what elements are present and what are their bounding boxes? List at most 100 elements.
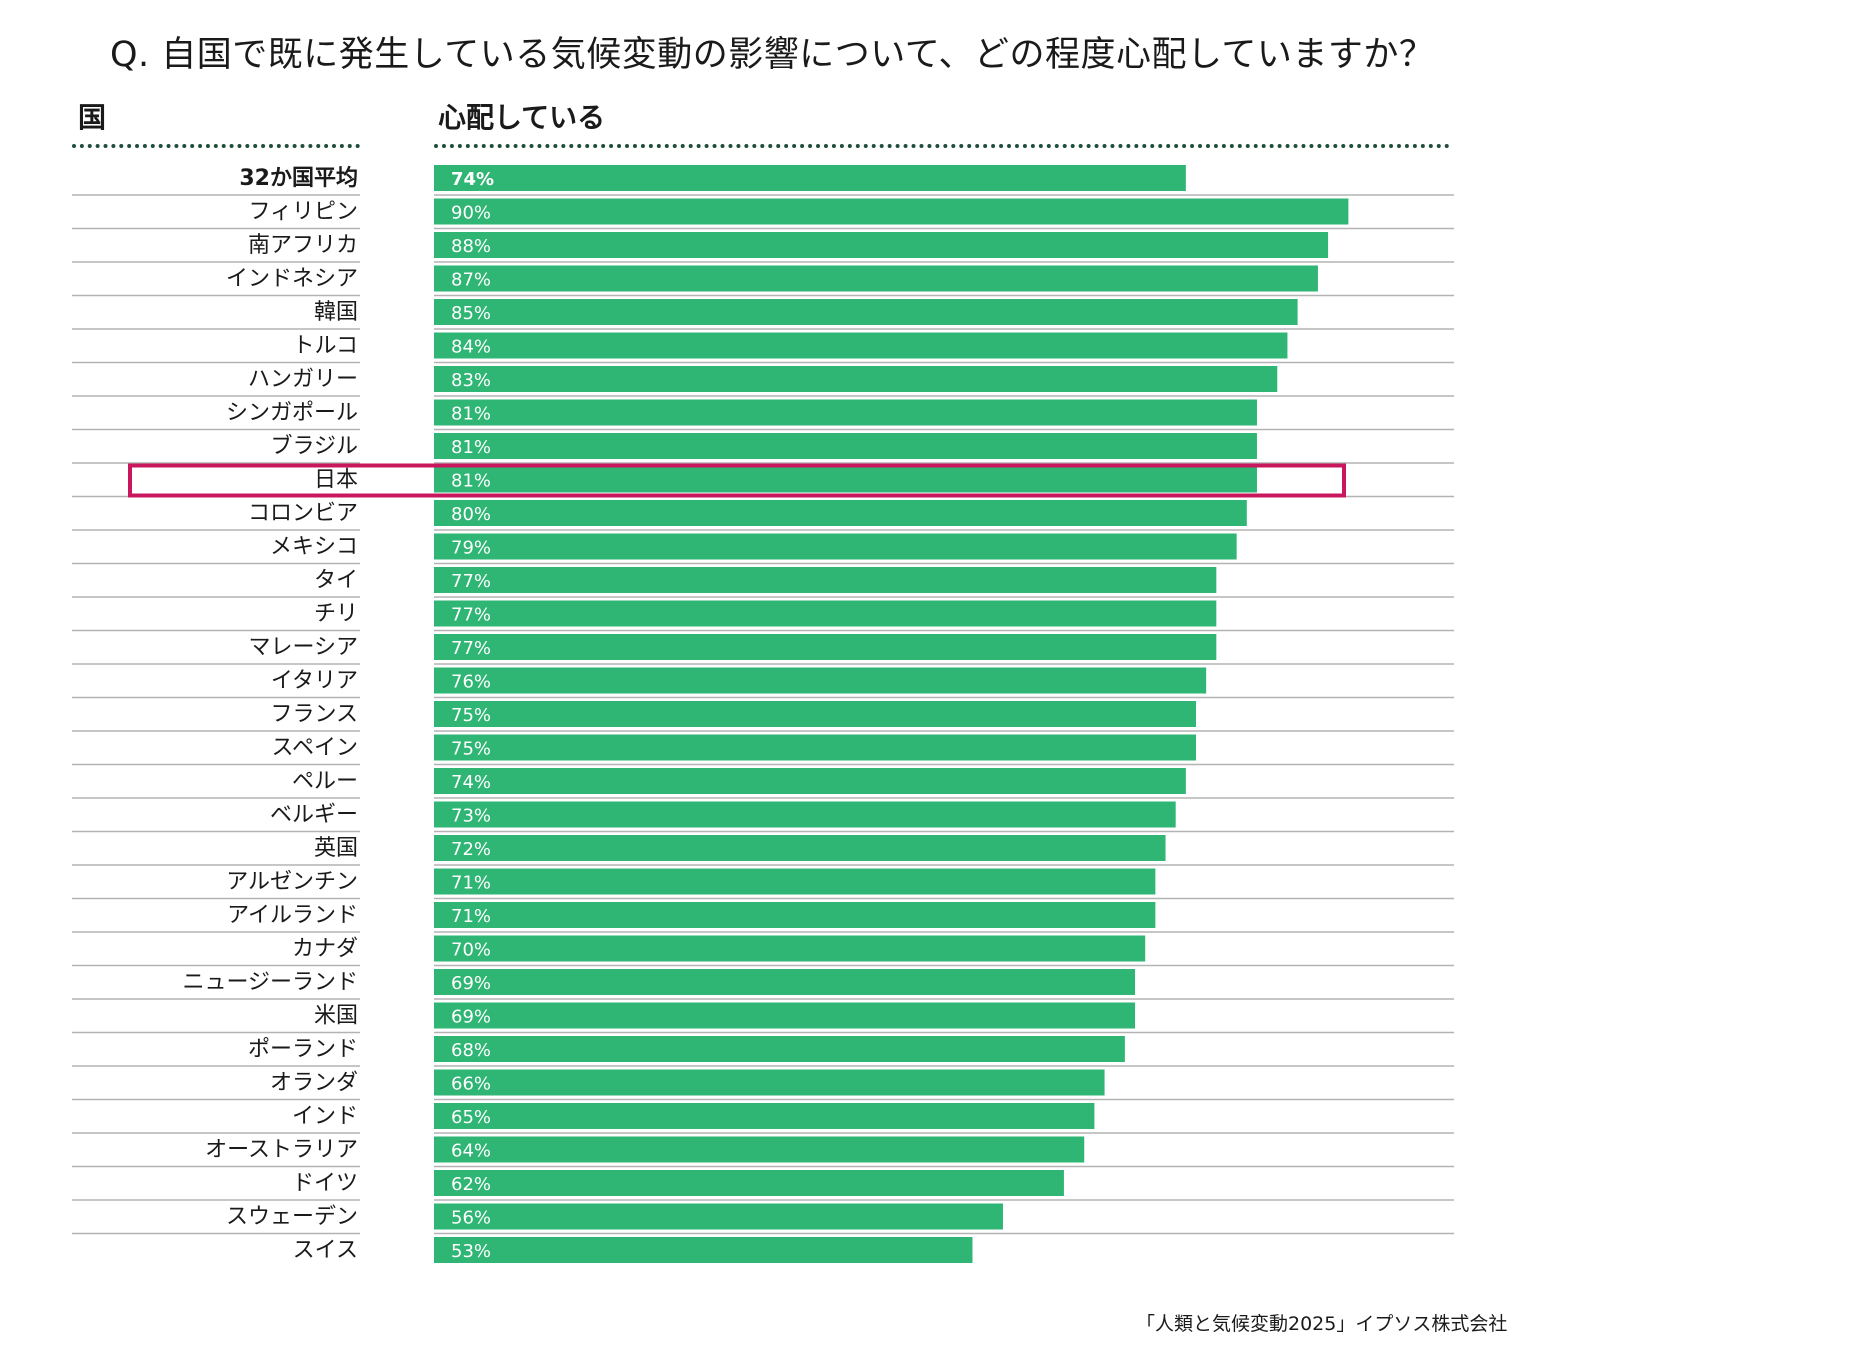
value-label: 74%	[451, 169, 494, 190]
value-label: 64%	[451, 1141, 491, 1162]
value-label: 79%	[451, 538, 491, 559]
bar	[434, 1203, 1003, 1230]
category-label: スイス	[293, 1238, 358, 1263]
value-label: 71%	[451, 906, 491, 927]
value-label: 77%	[451, 571, 491, 592]
source-note: 「人類と気候変動2025」イプソス株式会社	[1136, 1313, 1508, 1335]
category-label: 韓国	[314, 300, 358, 325]
question-title: Q. 自国で既に発生している気候変動の影響について、どの程度心配していますか？	[110, 35, 1435, 75]
category-label: ベルギー	[270, 803, 358, 828]
value-label: 83%	[451, 370, 491, 391]
highlight-box	[128, 463, 1346, 498]
value-label: 84%	[451, 337, 491, 358]
category-label: 日本	[314, 468, 358, 493]
category-label: オーストラリア	[205, 1138, 358, 1163]
bar	[434, 567, 1217, 593]
category-label: 南アフリカ	[248, 233, 358, 258]
bar	[434, 969, 1136, 995]
value-label: 66%	[451, 1074, 491, 1095]
value-column-header: 心配している	[438, 101, 606, 134]
bar	[434, 701, 1196, 727]
value-label: 70%	[451, 940, 491, 961]
value-label: 69%	[451, 1007, 491, 1028]
category-label: 32か国平均	[239, 165, 358, 191]
value-label: 81%	[451, 471, 491, 492]
bar	[434, 1136, 1085, 1163]
category-label: チリ	[314, 602, 358, 627]
bar	[434, 433, 1257, 459]
value-label: 75%	[451, 705, 491, 726]
category-label: アルゼンチン	[226, 870, 358, 895]
category-label: ブラジル	[270, 434, 358, 459]
category-label: ペルー	[292, 769, 358, 794]
category-label: スウェーデン	[226, 1205, 358, 1230]
country-header-dotted-rule	[72, 144, 360, 148]
category-label: 英国	[314, 836, 358, 861]
category-label: オランダ	[270, 1071, 358, 1096]
category-label: イタリア	[271, 669, 358, 694]
bar	[434, 198, 1349, 225]
category-label: スペイン	[272, 736, 358, 761]
value-label: 53%	[451, 1241, 491, 1262]
value-label: 88%	[451, 236, 491, 257]
bar	[434, 1069, 1105, 1096]
bar	[434, 835, 1166, 861]
value-label: 77%	[451, 638, 491, 659]
bar	[434, 1170, 1064, 1196]
country-column-header: 国	[78, 101, 107, 134]
category-label: コロンビア	[248, 501, 358, 526]
value-header-dotted-rule	[434, 144, 1450, 148]
bar	[434, 533, 1237, 560]
bar	[434, 399, 1257, 426]
value-label: 75%	[451, 739, 491, 760]
category-label: 米国	[314, 1004, 358, 1029]
category-label: フィリピン	[248, 200, 358, 225]
value-label: 72%	[451, 839, 491, 860]
value-label: 80%	[451, 504, 491, 525]
value-label: 68%	[451, 1040, 491, 1061]
bar	[434, 265, 1318, 292]
value-label: 87%	[451, 270, 491, 291]
category-label: ニュージーランド	[182, 970, 358, 995]
bar	[434, 500, 1247, 526]
category-label: メキシコ	[270, 535, 358, 560]
bar	[434, 768, 1186, 794]
bar	[434, 332, 1288, 359]
category-label: アイルランド	[227, 903, 358, 928]
value-label: 62%	[451, 1174, 491, 1195]
bar	[434, 1237, 973, 1263]
category-label: インドネシア	[226, 267, 358, 292]
value-label: 85%	[451, 303, 491, 324]
value-label: 81%	[451, 404, 491, 425]
bar	[434, 634, 1217, 660]
category-label: トルコ	[292, 334, 358, 359]
category-label: インド	[292, 1104, 358, 1129]
value-label: 69%	[451, 973, 491, 994]
category-label: マレーシア	[248, 635, 358, 660]
bar	[434, 165, 1186, 191]
value-label: 73%	[451, 806, 491, 827]
bar	[434, 667, 1207, 694]
value-label: 65%	[451, 1107, 491, 1128]
bar	[434, 935, 1146, 962]
bar	[434, 232, 1329, 258]
bar	[434, 902, 1156, 928]
value-label: 76%	[451, 672, 491, 693]
value-label: 71%	[451, 873, 491, 894]
category-label: タイ	[314, 568, 358, 593]
bar	[434, 466, 1257, 493]
category-label: カナダ	[292, 937, 358, 962]
bar	[434, 600, 1217, 627]
category-label: フランス	[270, 702, 358, 727]
bar	[434, 366, 1278, 392]
category-label: シンガポール	[226, 401, 358, 426]
value-label: 74%	[451, 772, 491, 793]
bar	[434, 734, 1196, 761]
category-label: ドイツ	[292, 1171, 358, 1196]
bar	[434, 1002, 1136, 1029]
value-label: 77%	[451, 605, 491, 626]
bar	[434, 868, 1156, 895]
value-label: 90%	[451, 203, 491, 224]
value-label: 56%	[451, 1208, 491, 1229]
